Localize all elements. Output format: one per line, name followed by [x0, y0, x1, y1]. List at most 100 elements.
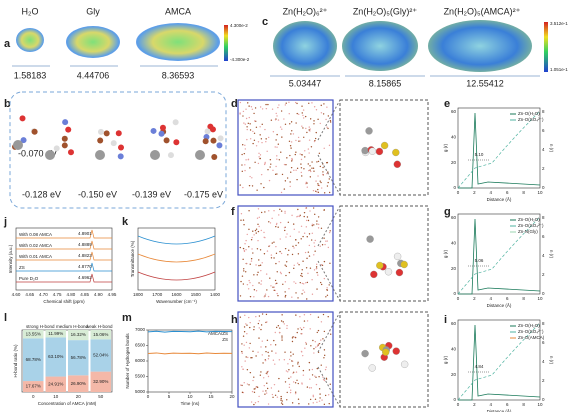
molecule-dot	[308, 361, 311, 364]
molecule-dot	[294, 382, 297, 384]
molecule-dot	[246, 233, 248, 236]
molecule-dot	[278, 359, 281, 361]
atom	[400, 360, 409, 368]
bar-segment	[90, 330, 111, 340]
molecule-dot	[322, 166, 324, 169]
molecule-dot	[250, 401, 253, 403]
y-axis-label: g (r)	[443, 355, 448, 364]
molecule-dot	[308, 255, 311, 257]
molecule-dot	[273, 289, 275, 292]
molecule-dot	[264, 359, 267, 362]
molecule-dot	[303, 291, 306, 293]
molecule-dot	[302, 283, 305, 285]
molecule-dot	[302, 114, 304, 117]
atom	[393, 252, 402, 261]
value-label: 63.10%	[48, 354, 63, 359]
molecule-dot	[320, 339, 322, 341]
molecule-dot	[323, 237, 325, 239]
molecule-dot	[325, 296, 327, 298]
molecule-dot	[247, 288, 250, 290]
molecule-dot	[319, 122, 321, 125]
molecule-dot	[249, 123, 251, 125]
molecule-dot	[248, 116, 250, 119]
molecule-dot	[280, 151, 282, 153]
molecule-dot	[267, 295, 270, 298]
spectrum	[16, 262, 112, 272]
molecule-dot	[246, 262, 248, 265]
x-tick-label: 1500	[191, 292, 202, 297]
molecule-dot	[309, 267, 312, 269]
molecule-dot	[313, 269, 316, 271]
y-tick-label: 60	[451, 109, 457, 114]
bar-segment	[68, 340, 89, 376]
molecule-dot	[295, 169, 297, 171]
molecule-dot	[250, 357, 252, 359]
molecule-dot	[242, 219, 245, 221]
molecule-dot	[260, 269, 262, 272]
molecule-dot	[288, 140, 291, 143]
molecule-dot	[315, 190, 317, 192]
x-tick-label: 8	[522, 190, 525, 195]
x-axis-label: Distance (Å)	[487, 196, 512, 202]
molecule-dot	[285, 102, 287, 104]
molecule-dot	[266, 289, 268, 291]
molecule-dot	[312, 167, 315, 169]
molecule-dot	[242, 283, 245, 285]
molecule-dot	[248, 347, 251, 349]
molecule-dot	[290, 141, 293, 143]
molecule-dot	[291, 253, 294, 256]
molecule-dot	[304, 156, 306, 158]
y2-tick-label: 0	[542, 397, 545, 402]
y-tick-label: 0	[453, 185, 456, 190]
molecule-dot	[276, 292, 278, 295]
molecule-dot	[285, 265, 288, 267]
molecule-dot	[244, 271, 247, 273]
colorbar-label: 4.300e-2	[230, 23, 248, 28]
molecule-dot	[283, 323, 285, 325]
value-label: 4.44706	[77, 70, 110, 80]
molecule-dot	[277, 143, 280, 145]
atom	[366, 235, 374, 243]
molecule-dot	[298, 113, 300, 116]
x-tick-label: 5	[168, 394, 171, 399]
molecule-dot	[274, 146, 276, 148]
molecule-dot	[302, 127, 304, 129]
panels: a H₂O Gly AMCA 4.300e-2 -4.300e-2 1.5818…	[3, 6, 568, 326]
molecule-dot	[327, 181, 329, 184]
molecule-dot	[298, 403, 300, 405]
molecule-dot	[254, 107, 257, 109]
molecule-dot	[256, 248, 259, 250]
bar-segment	[68, 330, 89, 341]
molecule-dot	[248, 384, 250, 386]
x-tick-label: 4	[490, 296, 493, 301]
panel-label: i	[444, 314, 447, 326]
molecule-dot	[313, 224, 315, 226]
peak-label: 4.8770	[78, 264, 92, 269]
molecule-dot	[306, 182, 308, 184]
molecule-dot	[327, 127, 329, 130]
value-label: 24.91%	[48, 381, 63, 386]
molecule-dot	[249, 129, 252, 131]
atom	[118, 144, 125, 151]
molecule-dot	[306, 236, 308, 238]
y2-tick-label: 8	[542, 109, 545, 114]
molecule-dot	[247, 159, 250, 161]
molecule-dot	[318, 184, 321, 187]
molecule-dot	[267, 351, 269, 354]
molecule-dot	[241, 153, 243, 156]
molecule-dot	[315, 109, 318, 111]
molecule-dot	[316, 331, 318, 334]
molecule-dot	[283, 118, 285, 120]
molecule-dot	[270, 285, 272, 287]
molecule-dot	[314, 213, 316, 216]
molecule-dot	[243, 122, 245, 124]
molecule-dot	[314, 250, 316, 252]
molecule-dot	[294, 391, 297, 393]
molecule-dot	[278, 159, 281, 161]
molecule-dot	[290, 160, 293, 162]
molecule-dot	[260, 211, 263, 214]
molecule-dot	[326, 185, 329, 187]
x-axis-label: Distance (Å)	[487, 408, 512, 412]
molecule-dot	[324, 243, 326, 246]
molecule-dot	[286, 327, 288, 330]
